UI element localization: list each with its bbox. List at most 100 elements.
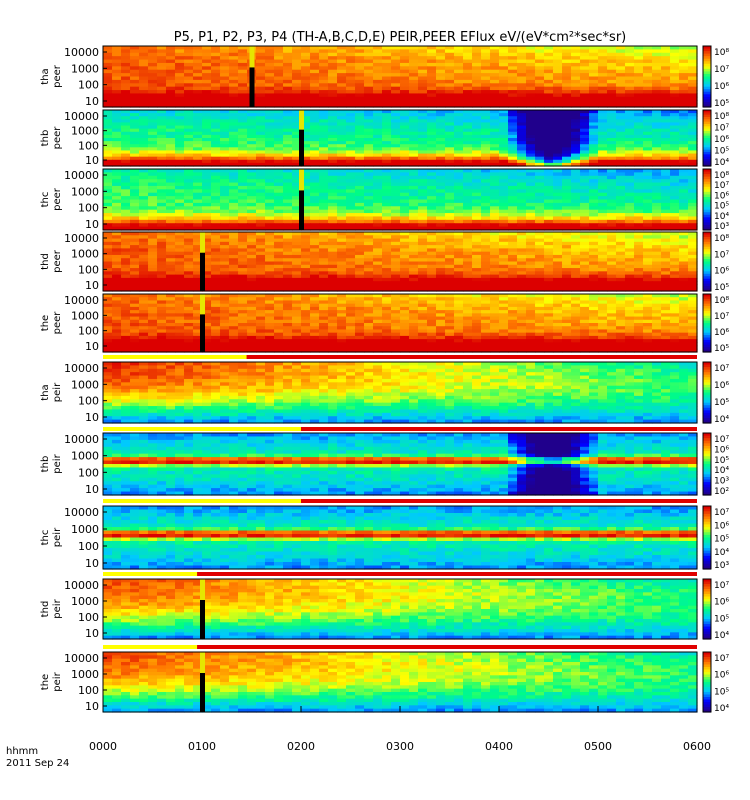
heatmap-cell (634, 96, 644, 101)
heatmap-cell (463, 122, 473, 127)
heatmap-cell (256, 196, 266, 201)
heatmap-cell (112, 179, 122, 184)
heatmap-cell (193, 119, 203, 124)
heatmap-cell (535, 216, 545, 221)
heatmap-cell (535, 179, 545, 184)
heatmap-cell (580, 209, 590, 214)
colorbar-segment (703, 202, 711, 206)
heatmap-cell (526, 156, 536, 161)
heatmap-cell (535, 169, 545, 173)
heatmap-cell (598, 192, 608, 197)
heatmap-cell (166, 216, 176, 221)
heatmap-cell (364, 86, 374, 91)
heatmap-cell (166, 150, 176, 155)
heatmap-cell (328, 179, 338, 184)
heatmap-cell (328, 131, 338, 136)
heatmap-cell (652, 251, 662, 256)
heatmap-cell (553, 223, 563, 228)
heatmap-cell (355, 179, 365, 184)
heatmap-cell (652, 76, 662, 81)
heatmap-cell (661, 59, 671, 64)
heatmap-cell (661, 213, 671, 218)
heatmap-cell (553, 110, 563, 114)
heatmap-cell (346, 131, 356, 136)
heatmap-cell (184, 141, 194, 145)
heatmap-cell (238, 46, 248, 50)
heatmap-cell (562, 46, 572, 50)
heatmap-cell (625, 172, 635, 177)
heatmap-cell (454, 182, 464, 187)
heatmap-cell (247, 213, 257, 218)
heatmap-cell (175, 209, 185, 214)
colorbar-segment (703, 152, 711, 155)
heatmap-cell (112, 62, 122, 67)
heatmap-cell (229, 162, 239, 167)
heatmap-cell (589, 162, 599, 167)
heatmap-cell (580, 147, 590, 152)
heatmap-cell (427, 69, 437, 74)
heatmap-cell (184, 213, 194, 218)
heatmap-cell (121, 79, 131, 84)
heatmap-cell (427, 66, 437, 71)
heatmap-cell (148, 49, 158, 54)
heatmap-cell (544, 86, 554, 91)
heatmap-cell (544, 162, 554, 167)
heatmap-cell (274, 141, 284, 145)
heatmap-cell (202, 56, 212, 61)
heatmap-cell (121, 103, 131, 108)
heatmap-cell (679, 49, 689, 54)
heatmap-cell (346, 226, 356, 231)
heatmap-cell (139, 103, 149, 108)
heatmap-cell (688, 238, 698, 243)
heatmap-cell (382, 213, 392, 218)
heatmap-cell (166, 196, 176, 201)
heatmap-cell (229, 128, 239, 133)
heatmap-cell (499, 196, 509, 201)
heatmap-cell (211, 153, 221, 158)
heatmap-cell (130, 110, 140, 114)
heatmap-cell (490, 172, 500, 177)
heatmap-cell (481, 90, 491, 95)
heatmap-cell (688, 93, 698, 98)
heatmap-cell (139, 56, 149, 61)
heatmap-cell (148, 90, 158, 95)
heatmap-cell (400, 96, 410, 101)
heatmap-cell (445, 245, 455, 249)
heatmap-cell (643, 185, 653, 190)
heatmap-cell (571, 113, 581, 117)
heatmap-cell (328, 232, 338, 236)
heatmap-cell (265, 185, 275, 190)
heatmap-cell (184, 196, 194, 201)
heatmap-cell (274, 182, 284, 187)
heatmap-cell (652, 169, 662, 173)
heatmap-cell (445, 144, 455, 148)
heatmap-cell (130, 86, 140, 91)
heatmap-cell (355, 209, 365, 214)
heatmap-cell (256, 76, 266, 81)
heatmap-cell (220, 52, 230, 57)
heatmap-cell (256, 93, 266, 98)
heatmap-cell (562, 73, 572, 78)
heatmap-cell (616, 226, 626, 231)
heatmap-cell (535, 131, 545, 136)
heatmap-cell (337, 125, 347, 130)
heatmap-cell (526, 116, 536, 120)
heatmap-cell (157, 147, 167, 152)
heatmap-cell (679, 156, 689, 161)
heatmap-cell (193, 69, 203, 74)
heatmap-cell (427, 144, 437, 148)
heatmap-cell (553, 156, 563, 161)
colorbar-segment (703, 181, 711, 185)
heatmap-cell (427, 202, 437, 207)
heatmap-cell (256, 189, 266, 194)
heatmap-cell (121, 90, 131, 95)
heatmap-cell (418, 128, 428, 133)
heatmap-cell (139, 199, 149, 204)
heatmap-cell (463, 76, 473, 81)
heatmap-cell (112, 162, 122, 167)
heatmap-cell (103, 219, 113, 224)
heatmap-cell (220, 209, 230, 214)
heatmap-cell (535, 46, 545, 50)
heatmap-cell (580, 62, 590, 67)
heatmap-cell (121, 172, 131, 177)
